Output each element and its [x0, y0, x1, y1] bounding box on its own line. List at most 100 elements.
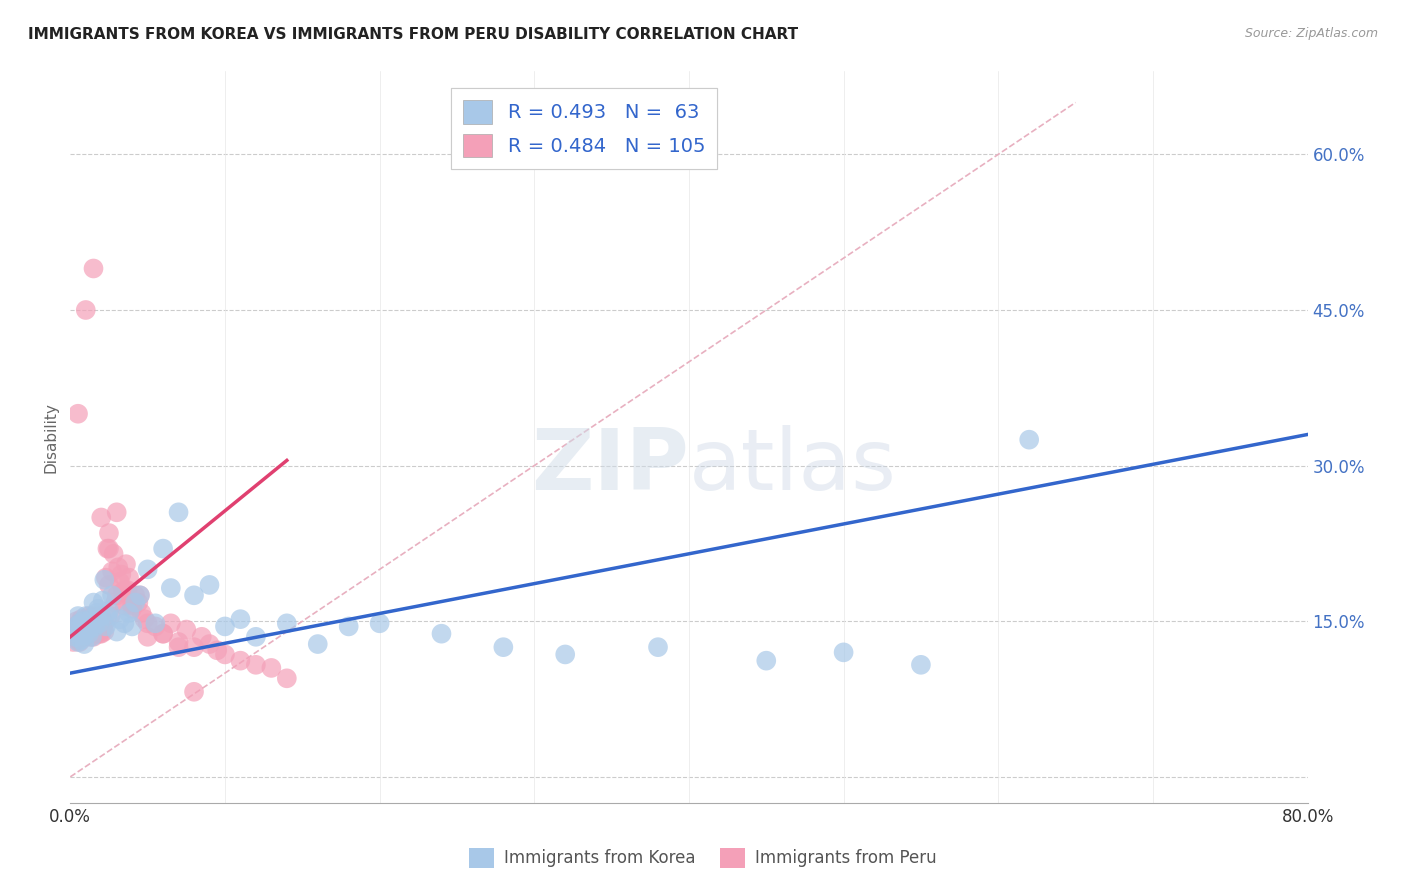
Point — [368, 616, 391, 631]
Point — [93, 616, 115, 631]
Point — [70, 630, 93, 644]
Point — [118, 606, 141, 620]
Point — [79, 614, 101, 628]
Point — [115, 557, 138, 571]
Point — [73, 630, 96, 644]
Point — [117, 583, 139, 598]
Point — [79, 630, 101, 644]
Point — [134, 612, 156, 626]
Point — [84, 612, 107, 626]
Point — [183, 588, 205, 602]
Point — [69, 626, 91, 640]
Point — [80, 630, 103, 644]
Point — [131, 606, 153, 620]
Point — [430, 626, 453, 640]
Point — [79, 623, 101, 637]
Point — [910, 657, 932, 672]
Point — [82, 630, 105, 644]
Point — [86, 616, 108, 631]
Point — [129, 588, 152, 602]
Text: IMMIGRANTS FROM KOREA VS IMMIGRANTS FROM PERU DISABILITY CORRELATION CHART: IMMIGRANTS FROM KOREA VS IMMIGRANTS FROM… — [28, 27, 799, 42]
Point — [60, 626, 83, 640]
Point — [124, 596, 146, 610]
Point — [245, 630, 267, 644]
Point — [82, 261, 105, 276]
Point — [136, 616, 159, 631]
Point — [62, 624, 84, 639]
Text: Source: ZipAtlas.com: Source: ZipAtlas.com — [1244, 27, 1378, 40]
Point — [79, 612, 101, 626]
Point — [755, 654, 778, 668]
Point — [108, 612, 131, 626]
Point — [105, 505, 128, 519]
Point — [72, 614, 94, 628]
Text: atlas: atlas — [689, 425, 897, 508]
Point — [76, 624, 98, 639]
Point — [89, 616, 111, 631]
Point — [105, 624, 128, 639]
Point — [77, 623, 100, 637]
Point — [69, 635, 91, 649]
Point — [121, 599, 143, 613]
Point — [67, 635, 90, 649]
Point — [63, 630, 86, 644]
Point — [65, 624, 87, 639]
Point — [65, 614, 87, 628]
Point — [183, 685, 205, 699]
Point — [121, 601, 143, 615]
Point — [167, 505, 190, 519]
Point — [67, 626, 90, 640]
Point — [152, 626, 174, 640]
Point — [107, 560, 129, 574]
Point — [103, 547, 125, 561]
Point — [82, 616, 105, 631]
Point — [91, 623, 114, 637]
Point — [70, 623, 93, 637]
Point — [91, 614, 114, 628]
Point — [832, 645, 855, 659]
Point — [105, 588, 128, 602]
Point — [174, 623, 197, 637]
Point — [84, 619, 107, 633]
Point — [65, 619, 87, 633]
Point — [136, 562, 159, 576]
Point — [492, 640, 515, 655]
Point — [73, 619, 96, 633]
Point — [87, 601, 110, 615]
Text: ZIP: ZIP — [531, 425, 689, 508]
Y-axis label: Disability: Disability — [44, 401, 59, 473]
Point — [70, 632, 93, 647]
Point — [198, 637, 221, 651]
Point — [145, 619, 166, 633]
Point — [87, 623, 110, 637]
Point — [245, 657, 267, 672]
Point — [152, 541, 174, 556]
Point — [214, 648, 236, 662]
Point — [101, 588, 124, 602]
Legend: Immigrants from Korea, Immigrants from Peru: Immigrants from Korea, Immigrants from P… — [463, 841, 943, 875]
Point — [73, 619, 96, 633]
Point — [86, 606, 108, 620]
Point — [554, 648, 576, 662]
Point — [100, 609, 122, 624]
Point — [63, 619, 86, 633]
Point — [86, 626, 108, 640]
Point — [90, 626, 112, 640]
Point — [129, 588, 152, 602]
Point — [98, 541, 120, 556]
Point — [79, 619, 101, 633]
Point — [260, 661, 283, 675]
Point — [207, 643, 229, 657]
Point — [183, 640, 205, 655]
Point — [75, 609, 97, 624]
Point — [118, 571, 141, 585]
Point — [77, 626, 100, 640]
Point — [63, 630, 86, 644]
Point — [160, 581, 183, 595]
Point — [82, 614, 105, 628]
Point — [82, 596, 105, 610]
Point — [98, 578, 120, 592]
Point — [69, 624, 91, 639]
Point — [82, 609, 105, 624]
Point — [94, 571, 117, 585]
